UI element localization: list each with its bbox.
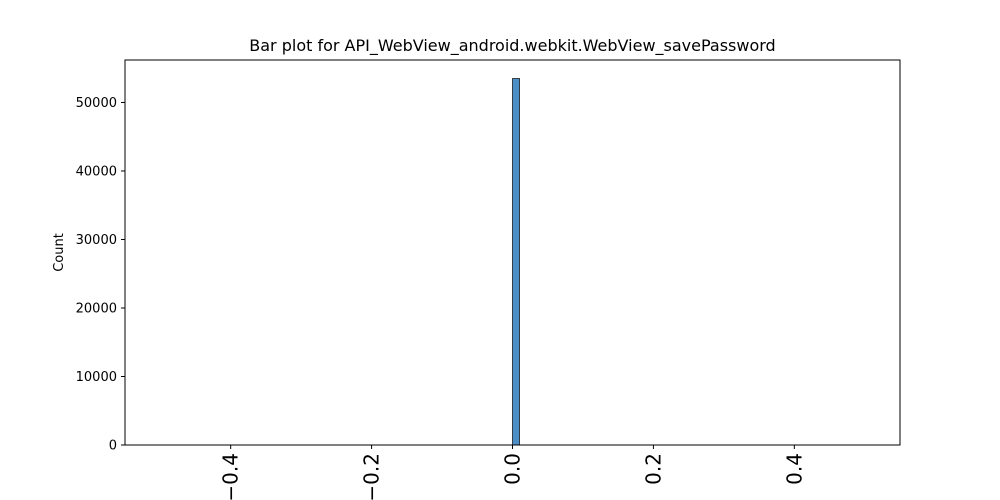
y-tick-label: 10000 [76,370,117,385]
bar-0 [512,78,520,446]
y-axis: 0 10000 20000 30000 40000 50000 [76,96,125,454]
plot-frame [124,59,901,446]
x-tick-label: 0.0 [501,453,525,485]
x-axis: −0.4 −0.2 0.0 0.2 0.4 [219,445,806,500]
y-axis-label: Count [52,233,67,272]
x-tick-label: 0.2 [641,453,665,485]
bars-group [512,78,520,446]
x-tick-label: −0.2 [360,453,384,500]
x-tick-label: 0.4 [782,453,806,485]
y-tick-label: 30000 [76,233,117,248]
y-tick-label: 20000 [76,301,117,316]
y-tick-label: 40000 [76,164,117,179]
y-tick-label: 50000 [76,96,117,111]
y-tick-label: 0 [109,439,117,454]
chart-title: Bar plot for API_WebView_android.webkit.… [249,36,775,56]
x-tick-label: −0.4 [219,453,243,500]
